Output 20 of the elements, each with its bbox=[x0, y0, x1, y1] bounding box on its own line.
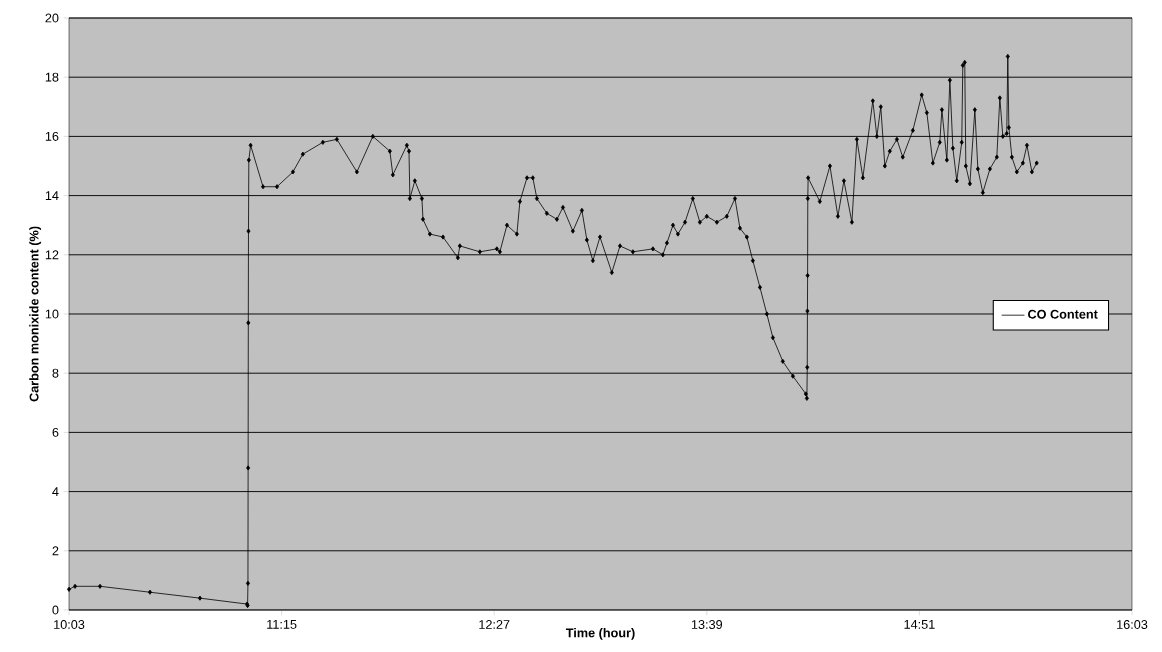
y-tick-label: 10 bbox=[45, 309, 59, 319]
x-tick-label: 13:39 bbox=[691, 620, 723, 629]
y-tick-label: 18 bbox=[45, 72, 59, 82]
y-tick-label: 12 bbox=[45, 250, 59, 260]
y-tick-label: 0 bbox=[52, 605, 59, 615]
x-tick-label: 11:15 bbox=[267, 620, 297, 629]
y-tick-label: 20 bbox=[45, 13, 59, 23]
y-tick-label: 2 bbox=[52, 546, 59, 556]
x-tick-label: 10:03 bbox=[54, 620, 85, 629]
y-tick-label: 6 bbox=[52, 427, 59, 437]
x-tick-label: 12:27 bbox=[479, 620, 510, 629]
y-tick-label: 4 bbox=[52, 487, 59, 496]
y-tick-label: 14 bbox=[45, 191, 59, 200]
x-axis-title: Time (hour) bbox=[565, 628, 635, 640]
x-tick-label: 14:51 bbox=[904, 620, 935, 629]
x-tick-label: 16:03 bbox=[1117, 620, 1148, 629]
y-axis-title: Carbon monixide content (%) bbox=[29, 226, 42, 402]
y-tick-label: 16 bbox=[45, 131, 59, 141]
y-tick-label: 8 bbox=[52, 368, 59, 378]
legend-label: CO Content bbox=[1028, 309, 1098, 319]
